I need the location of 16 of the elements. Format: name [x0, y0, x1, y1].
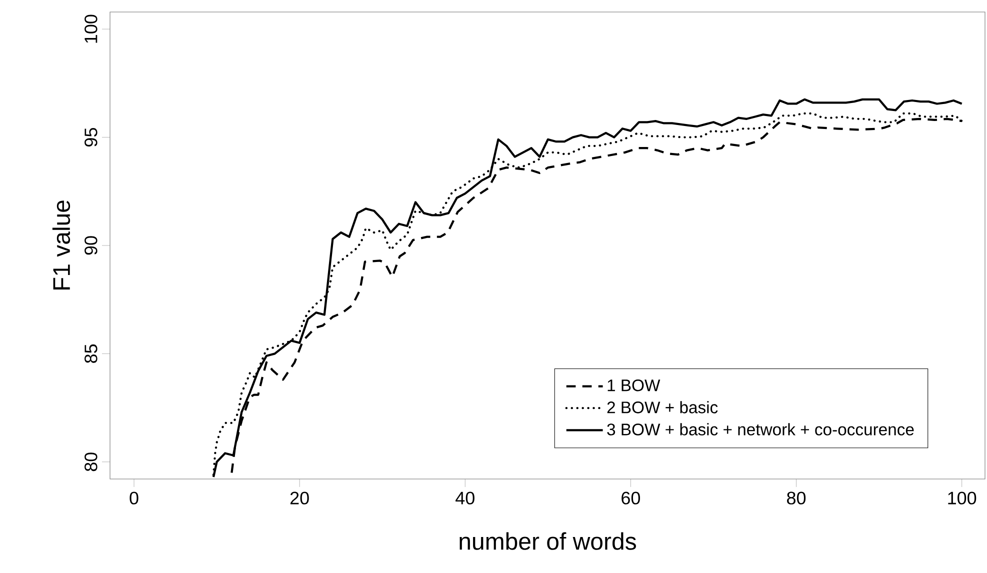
legend-label: 2 BOW + basic: [607, 401, 718, 414]
x-axis-title: number of words: [460, 532, 636, 550]
x-tick-label: 40: [456, 492, 474, 504]
y-tick-label: 95: [84, 128, 98, 146]
legend-label: 3 BOW + basic + network + co-occurence: [607, 423, 914, 436]
x-tick-label: 60: [622, 492, 640, 504]
legend-label: 1 BOW: [608, 379, 660, 392]
x-tick-label: 80: [787, 492, 806, 504]
y-tick-label: 100: [84, 14, 98, 43]
y-tick-label: 90: [84, 236, 98, 255]
x-tick-label: 20: [290, 492, 309, 504]
y-tick-label: 80: [84, 452, 98, 472]
y-tick-label: 85: [84, 344, 98, 363]
y-axis-title: F1 value: [52, 200, 70, 290]
x-tick-label: 0: [130, 492, 138, 504]
x-tick-label: 100: [948, 492, 976, 504]
